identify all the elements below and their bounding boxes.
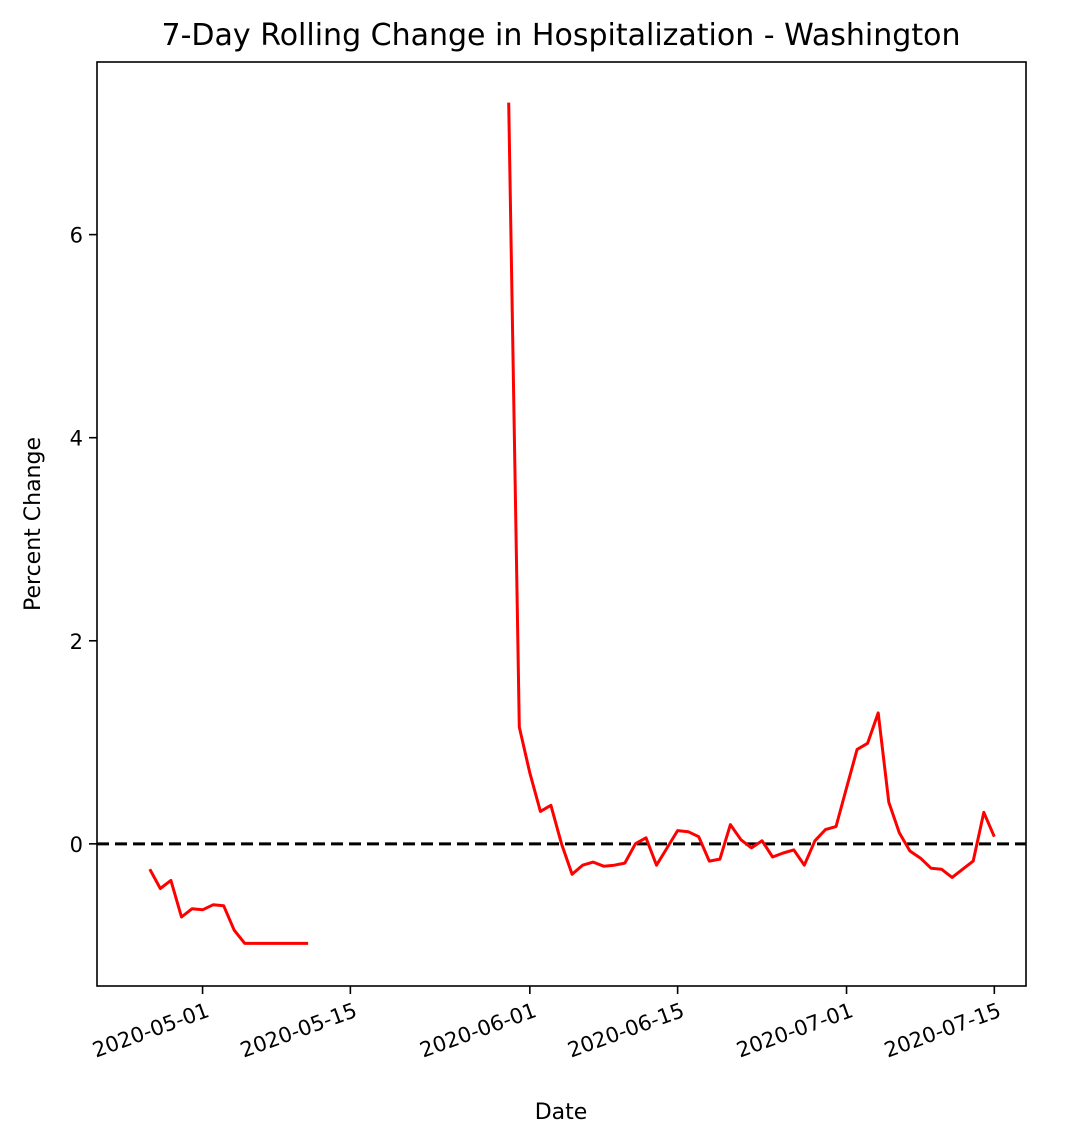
plot-area: [96, 61, 1027, 987]
x-tick-label: 2020-06-01: [417, 998, 540, 1062]
x-tick-label: 2020-07-01: [733, 998, 856, 1062]
y-tick-label: 2: [70, 630, 83, 654]
x-tick-label: 2020-06-15: [564, 998, 687, 1062]
chart-title: 7-Day Rolling Change in Hospitalization …: [162, 18, 961, 53]
x-axis-label: Date: [535, 1100, 588, 1125]
series-lines: [148, 102, 996, 945]
y-tick-label: 0: [70, 833, 83, 857]
x-tick-label: 2020-05-01: [89, 998, 212, 1062]
series-line-segment-2: [507, 102, 996, 879]
x-tick-label: 2020-07-15: [881, 998, 1004, 1062]
y-tick-label: 4: [70, 427, 83, 451]
y-axis-label: Percent Change: [21, 437, 46, 611]
x-axis: 2020-05-01 2020-05-15 2020-06-01 2020-06-15…: [89, 986, 1004, 1062]
plot-frame: [96, 61, 1027, 987]
series-line-segment-1: [148, 868, 309, 945]
x-tick-label: 2020-05-15: [237, 998, 360, 1062]
y-axis: 0 2 4 6: [70, 224, 97, 857]
y-tick-label: 6: [70, 224, 83, 248]
